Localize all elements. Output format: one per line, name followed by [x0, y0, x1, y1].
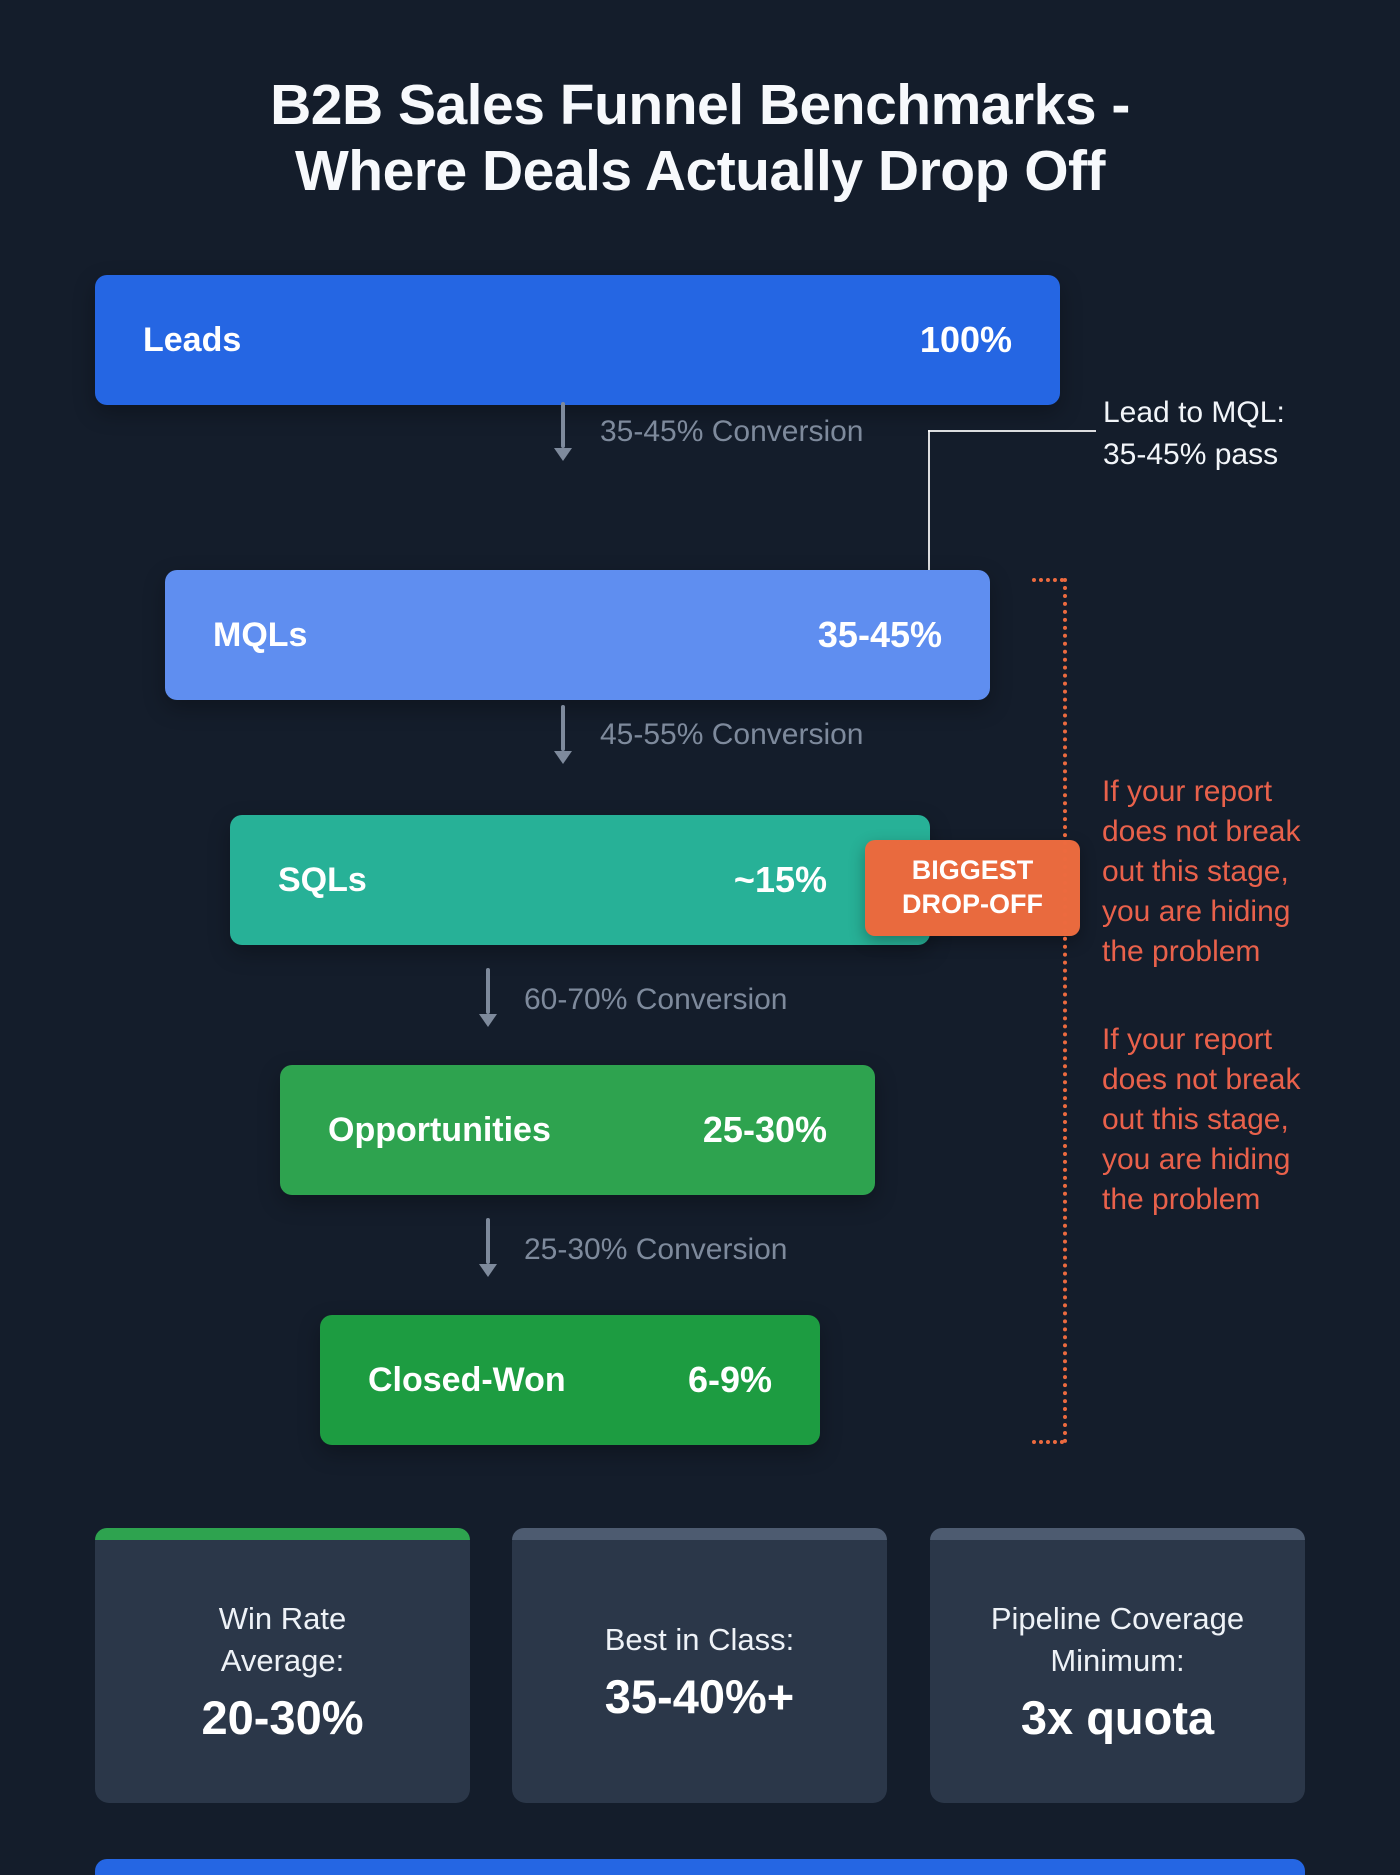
callout-lead-to-mql: Lead to MQL: 35-45% pass — [1103, 392, 1285, 476]
arrow-head — [479, 1014, 497, 1027]
stage-label-mqls: MQLs — [213, 615, 308, 654]
card-accent-bar — [512, 1528, 887, 1540]
stat-card-win-rate: Win Rate Average: 20-30% — [95, 1528, 470, 1803]
callout-line-1: Lead to MQL: — [1103, 396, 1285, 429]
dotted-bracket-bottom — [1032, 1440, 1064, 1444]
next-section-peek — [95, 1859, 1305, 1875]
stat-card-best-in-class: Best in Class: 35-40%+ — [512, 1528, 887, 1803]
conversion-label-2: 45-55% Conversion — [600, 718, 864, 751]
stat-label-pipeline-coverage: Pipeline Coverage Minimum: — [990, 1601, 1245, 1678]
arrow-stem — [561, 705, 565, 751]
stat-value-pipeline-coverage: 3x quota — [1020, 1690, 1215, 1744]
dotted-bracket-vertical — [1063, 578, 1067, 1444]
funnel-stage-leads: Leads 100% — [95, 275, 1060, 405]
funnel-stage-mqls: MQLs 35-45% — [165, 570, 990, 700]
conversion-label-4: 25-30% Conversion — [524, 1233, 788, 1266]
stage-value-sqls: ~15% — [733, 859, 827, 900]
arrow-stem — [486, 968, 490, 1014]
stage-value-opportunities: 25-30% — [702, 1109, 827, 1150]
badge-line-1: BIGGEST — [911, 855, 1034, 886]
arrow-head — [479, 1264, 497, 1277]
callout-line-vertical — [928, 430, 930, 580]
funnel-stage-sqls: SQLs ~15% — [230, 815, 930, 945]
biggest-dropoff-badge: BIGGEST DROP-OFF — [865, 840, 1080, 936]
card-accent-bar — [930, 1528, 1305, 1540]
page-title: B2B Sales Funnel Benchmarks - Where Deal… — [0, 72, 1400, 204]
stat-label-win-rate: Win Rate Average: — [218, 1601, 347, 1678]
stat-value-win-rate: 20-30% — [201, 1690, 364, 1744]
conversion-label-3: 60-70% Conversion — [524, 983, 788, 1016]
callout-line-horizontal — [928, 430, 1096, 432]
stage-value-mqls: 35-45% — [817, 614, 942, 655]
funnel-stage-opportunities: Opportunities 25-30% — [280, 1065, 875, 1195]
arrow-stem — [561, 402, 565, 448]
card-accent-bar — [95, 1528, 470, 1540]
conversion-label-1: 35-45% Conversion — [600, 415, 864, 448]
stat-card-pipeline-coverage: Pipeline Coverage Minimum: 3x quota — [930, 1528, 1305, 1803]
arrow-head — [554, 448, 572, 461]
arrow-head — [554, 751, 572, 764]
stat-value-best-in-class: 35-40%+ — [604, 1669, 795, 1723]
stat-label-best-in-class: Best in Class: — [604, 1622, 795, 1658]
badge-line-2: DROP-OFF — [902, 889, 1043, 919]
stage-label-opportunities: Opportunities — [328, 1110, 551, 1149]
stage-value-leads: 100% — [919, 319, 1012, 360]
warning-note-1: If your report does not break out this s… — [1102, 775, 1301, 968]
title-line-1: B2B Sales Funnel Benchmarks - — [270, 73, 1130, 137]
title-line-2: Where Deals Actually Drop Off — [294, 139, 1106, 204]
dotted-bracket-top — [1032, 578, 1064, 582]
warning-note-2: If your report does not break out this s… — [1102, 1023, 1301, 1216]
arrow-stem — [486, 1218, 490, 1264]
callout-line-2: 35-45% pass — [1103, 438, 1279, 471]
stage-label-sqls: SQLs — [278, 860, 367, 899]
funnel-stage-closed-won: Closed-Won 6-9% — [320, 1315, 820, 1445]
stage-label-leads: Leads — [143, 320, 242, 359]
stage-label-closed-won: Closed-Won — [368, 1360, 566, 1399]
stage-value-closed-won: 6-9% — [687, 1359, 772, 1400]
